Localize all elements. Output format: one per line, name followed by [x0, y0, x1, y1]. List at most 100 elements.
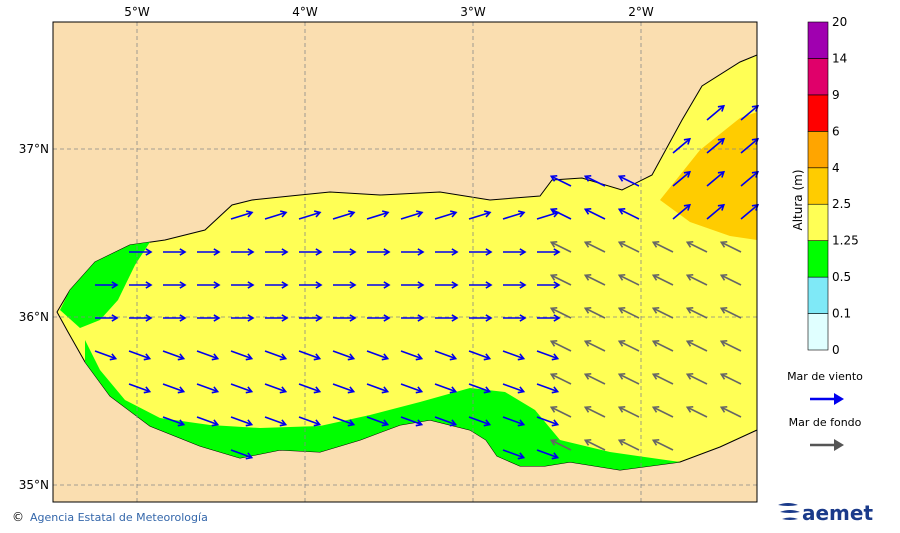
wave-arrow [652, 307, 674, 319]
wave-arrow [706, 171, 725, 187]
wave-arrowhead [417, 314, 425, 322]
wave-arrowhead [549, 339, 558, 347]
wave-arrowhead [280, 210, 288, 218]
copyright: © [12, 510, 24, 524]
wave-arrow [400, 383, 422, 393]
wave-arrowhead [551, 419, 560, 427]
wave-arrow [468, 383, 490, 393]
wave-arrow [230, 449, 252, 459]
wave-arrowhead [719, 372, 728, 380]
wave-arrow [332, 416, 354, 426]
wave-arrowhead [143, 353, 152, 361]
wave-arrow [652, 241, 674, 253]
wave-arrowhead [449, 353, 458, 361]
wave-arrowhead [247, 248, 255, 256]
wave-arrow [400, 350, 422, 360]
wave-arrowhead [651, 273, 660, 281]
wave-arrowhead [717, 137, 726, 145]
wave-arrow [536, 449, 558, 459]
wave-arrowhead [683, 137, 692, 145]
wave-arrowhead [617, 339, 626, 347]
wave-arrowhead [349, 281, 357, 289]
coastal-band [85, 340, 680, 470]
wave-arrowhead [347, 419, 356, 427]
lon-label: 2°W [628, 5, 654, 19]
wave-arrowhead [685, 339, 694, 347]
wave-arrow [740, 138, 759, 154]
wave-arrow [550, 373, 572, 385]
wave-arrowhead [415, 419, 424, 427]
wave-arrow [618, 208, 640, 220]
wave-arrowhead [485, 281, 493, 289]
wave-arrow [720, 406, 742, 418]
legend-label: Mar de fondo [789, 416, 862, 429]
wave-arrow [720, 373, 742, 385]
wave-arrowhead [213, 248, 221, 256]
wave-arrow [366, 383, 388, 393]
wave-arrow [584, 208, 606, 220]
wave-arrowhead [583, 372, 592, 380]
wave-arrow [434, 350, 456, 360]
wave-arrowhead [417, 248, 425, 256]
wave-arrowhead [381, 353, 390, 361]
wave-arrowhead [549, 306, 558, 314]
frame [52, 21, 758, 503]
wave-arrowhead [245, 386, 254, 394]
wave-arrowhead [415, 386, 424, 394]
wave-arrow [618, 241, 640, 253]
wave-arrow [618, 307, 640, 319]
wave-arrow [584, 340, 606, 352]
wave-arrow [434, 416, 456, 426]
wave-arrowhead [485, 314, 493, 322]
wave-arrowhead [145, 248, 153, 256]
wave-arrowhead [315, 314, 323, 322]
wave-arrowhead [315, 248, 323, 256]
wave-arrow [162, 350, 184, 360]
wave-arrowhead [109, 353, 118, 361]
wave-arrowhead [651, 339, 660, 347]
lat-label: 36°N [19, 310, 49, 324]
wave-arrow [740, 204, 759, 220]
wave-arrow [584, 373, 606, 385]
wave-arrow [264, 416, 286, 426]
wave-arrowhead [451, 248, 459, 256]
wave-arrow [584, 274, 606, 286]
colorbar-segment [807, 58, 829, 96]
wave-arrow [652, 340, 674, 352]
wave-arrowhead [717, 104, 726, 112]
wave-arrow [502, 211, 525, 220]
wave-arrowhead [517, 386, 526, 394]
wave-arrow [366, 416, 388, 426]
wave-arrow [128, 383, 150, 393]
credit: Agencia Estatal de Meteorología [30, 511, 208, 524]
wave-arrowhead [519, 314, 527, 322]
wave-arrowhead [281, 248, 289, 256]
wave-arrow [550, 439, 572, 451]
wave-arrowhead [381, 419, 390, 427]
wave-arrowhead [213, 281, 221, 289]
wave-arrowhead [449, 386, 458, 394]
wave-arrowhead [553, 248, 561, 256]
wave-arrowhead [517, 419, 526, 427]
wave-arrowhead [415, 353, 424, 361]
wave-arrowhead [451, 314, 459, 322]
wave-arrowhead [553, 281, 561, 289]
wave-arrowhead [551, 386, 560, 394]
wave-arrow [550, 274, 572, 286]
wave-arrow [720, 307, 742, 319]
wave-arrowhead [719, 339, 728, 347]
wave-arrow [332, 350, 354, 360]
colorbar-label: 0.5 [832, 270, 851, 284]
wave-arrowhead [145, 281, 153, 289]
colorbar-label: 1.25 [832, 234, 859, 248]
wave-arrowhead [685, 306, 694, 314]
wave-arrow [618, 439, 640, 451]
wave-arrow [128, 350, 150, 360]
graticule [53, 22, 757, 502]
wave-arrowhead [518, 210, 526, 218]
colorbar-segment [807, 21, 829, 59]
wave-arrow [264, 350, 286, 360]
wave-arrowhead [383, 248, 391, 256]
colorbar-label: 20 [832, 15, 847, 29]
wave-arrow [536, 416, 558, 426]
